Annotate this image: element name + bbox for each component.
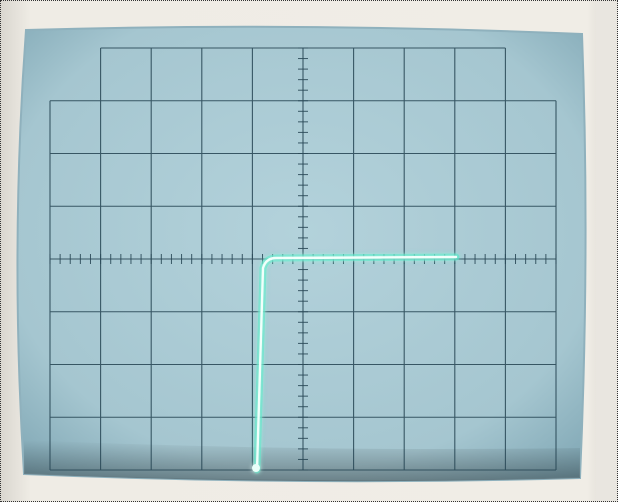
screen-bottom-shadow — [24, 440, 580, 482]
trace-start-dot — [252, 464, 260, 472]
screen-glass — [16, 25, 587, 483]
right-panel — [596, 0, 618, 502]
trace-core — [255, 255, 458, 472]
step-trace — [252, 253, 460, 474]
